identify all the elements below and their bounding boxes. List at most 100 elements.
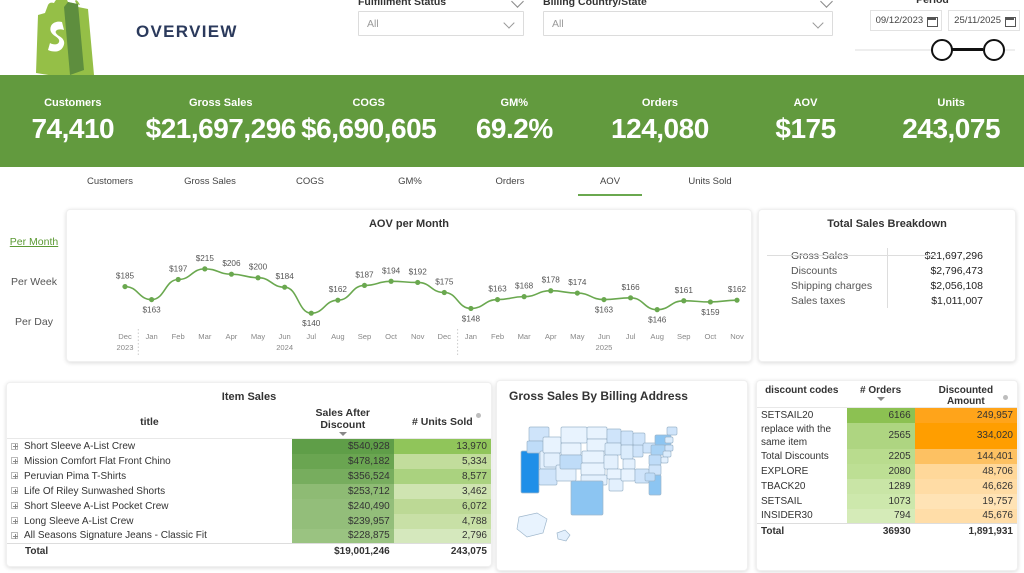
filter-billing-country-state[interactable]: Billing Country/State All [543, 0, 833, 36]
granularity-per-week[interactable]: Per Week [11, 276, 57, 288]
expand-icon[interactable] [11, 472, 18, 480]
tab-customers[interactable]: Customers [87, 176, 133, 187]
granularity-per-month[interactable]: Per Month [9, 236, 59, 248]
col-orders[interactable]: # Orders [847, 385, 915, 408]
fulfillment-status-select[interactable]: All [358, 11, 524, 36]
table-row[interactable]: Short Sleeve A-List Pocket Crew $240,490 6… [7, 498, 491, 514]
expand-icon[interactable] [11, 502, 18, 510]
us-choropleth-map[interactable] [509, 407, 737, 567]
sort-descending-icon[interactable] [876, 397, 885, 401]
expand-icon[interactable] [11, 442, 18, 450]
map-state[interactable] [644, 472, 656, 482]
map-state[interactable] [608, 478, 624, 492]
tab-gross-sales[interactable]: Gross Sales [184, 176, 236, 187]
discount-amount-cell: 144,401 [914, 448, 1017, 464]
map-state[interactable] [604, 442, 622, 456]
start-date-field[interactable]: 09/12/2023 [869, 10, 943, 31]
table-row[interactable]: SETSAIL 1073 19,757 [757, 493, 1017, 509]
kpi-value: 124,080 [611, 113, 709, 144]
aov-line-chart[interactable]: $185 $163 $197 $215 $206 $200 $184 $140 $162 $187… [67, 230, 753, 361]
tab-units-sold[interactable]: Units Sold [688, 176, 732, 187]
map-state[interactable] [620, 430, 634, 446]
filter-fulfillment-status[interactable]: Fulfillment Status All [358, 0, 524, 36]
map-state[interactable] [560, 442, 582, 456]
map-state[interactable] [520, 450, 540, 494]
tab-gm-percent[interactable]: GM% [398, 176, 422, 187]
map-state[interactable] [570, 480, 604, 516]
expand-icon[interactable] [11, 457, 18, 465]
end-date-field[interactable]: 25/11/2025 [948, 10, 1020, 31]
tab-orders[interactable]: Orders [495, 176, 525, 187]
map-state[interactable] [586, 438, 608, 452]
map-state[interactable] [606, 468, 622, 480]
discount-codes-table[interactable]: discount codes # Orders Discounted Amoun… [757, 385, 1017, 539]
table-row[interactable]: replace with the same item 2565 334,020 [757, 422, 1017, 449]
col-sales-after-discount[interactable]: Sales After Discount [292, 406, 394, 439]
period-label: Period [916, 0, 949, 6]
map-state[interactable] [620, 468, 636, 482]
map-state[interactable] [560, 426, 588, 444]
tab-cogs[interactable]: COGS [296, 176, 324, 187]
chevron-down-icon[interactable] [812, 17, 824, 29]
slider-handle-start[interactable] [931, 39, 953, 61]
tab-aov[interactable]: AOV [560, 176, 660, 196]
map-state[interactable] [581, 450, 605, 464]
kpi-value: $21,697,296 [145, 113, 297, 144]
map-state[interactable] [632, 444, 644, 458]
table-row[interactable]: SETSAIL20 6166 249,957 [757, 407, 1017, 423]
discount-code-cell: SETSAIL20 [757, 407, 847, 423]
table-row[interactable]: All Seasons Signature Jeans - Classic Fi… [7, 528, 491, 544]
map-state[interactable] [632, 432, 646, 446]
period-filter[interactable]: Period 09/12/2023 25/11/2025 [845, 0, 1020, 31]
table-row[interactable]: Life Of Riley Sunwashed Shorts $253,712 3,… [7, 483, 491, 499]
map-state[interactable] [580, 462, 606, 476]
map-state-alaska[interactable] [516, 512, 548, 538]
table-row[interactable]: Mission Comfort Flat Front Chino $478,182… [7, 453, 491, 469]
metric-tabs[interactable]: Customers Gross Sales COGS GM% Orders AO… [60, 176, 760, 206]
map-state[interactable] [603, 454, 619, 470]
map-state[interactable] [664, 436, 674, 444]
map-state[interactable] [586, 426, 608, 440]
map-state[interactable] [648, 454, 662, 466]
table-row[interactable]: Peruvian Pima T-Shirts $356,524 8,577 [7, 468, 491, 484]
sort-descending-icon[interactable] [338, 432, 347, 436]
table-row[interactable]: TBACK20 1289 46,626 [757, 478, 1017, 494]
map-state[interactable] [662, 450, 672, 458]
calendar-icon[interactable] [927, 16, 939, 27]
table-row[interactable]: Total Discounts 2205 144,401 [757, 448, 1017, 464]
col-discounted-amount[interactable]: Discounted Amount [915, 385, 1017, 408]
table-row[interactable]: Long Sleeve A-List Crew $239,957 4,788 [7, 513, 491, 529]
expand-icon[interactable] [11, 517, 18, 525]
calendar-icon[interactable] [1005, 16, 1016, 27]
map-state[interactable] [666, 426, 678, 436]
billing-country-select[interactable]: All [543, 11, 833, 36]
expand-icon[interactable] [11, 532, 18, 540]
slider-handle-end[interactable] [983, 39, 1005, 61]
more-options-icon[interactable] [476, 413, 481, 418]
expand-icon[interactable] [11, 487, 18, 495]
col-title[interactable]: title [140, 415, 159, 428]
map-state[interactable] [622, 458, 636, 470]
svg-text:$163: $163 [142, 306, 161, 315]
map-state[interactable] [620, 444, 634, 460]
svg-text:Jan: Jan [145, 332, 157, 341]
table-row[interactable]: INSIDER30 794 45,676 [757, 508, 1017, 524]
table-row[interactable]: EXPLORE 2080 48,706 [757, 463, 1017, 479]
map-state[interactable] [660, 456, 669, 464]
map-state[interactable] [542, 436, 562, 454]
item-sales-table[interactable]: title Sales After Discount # Units Sold … [7, 406, 491, 559]
col-discount-codes[interactable]: discount codes [765, 385, 839, 396]
map-state[interactable] [606, 428, 622, 444]
granularity-selector[interactable]: Per Month Per Week Per Day [6, 236, 62, 356]
period-range-slider[interactable] [855, 38, 1015, 62]
table-row[interactable]: Short Sleeve A-List Crew $540,928 13,970 [7, 438, 491, 454]
more-options-icon[interactable] [1003, 395, 1008, 400]
granularity-per-day[interactable]: Per Day [15, 316, 53, 328]
chevron-down-icon[interactable] [503, 17, 515, 29]
item-units-cell: 3,462 [393, 483, 491, 499]
map-state-hawaii[interactable] [556, 529, 571, 542]
map-state[interactable] [559, 454, 583, 470]
map-state[interactable] [664, 444, 674, 452]
col-units-sold[interactable]: # Units Sold [394, 406, 491, 439]
map-state[interactable] [538, 468, 558, 486]
